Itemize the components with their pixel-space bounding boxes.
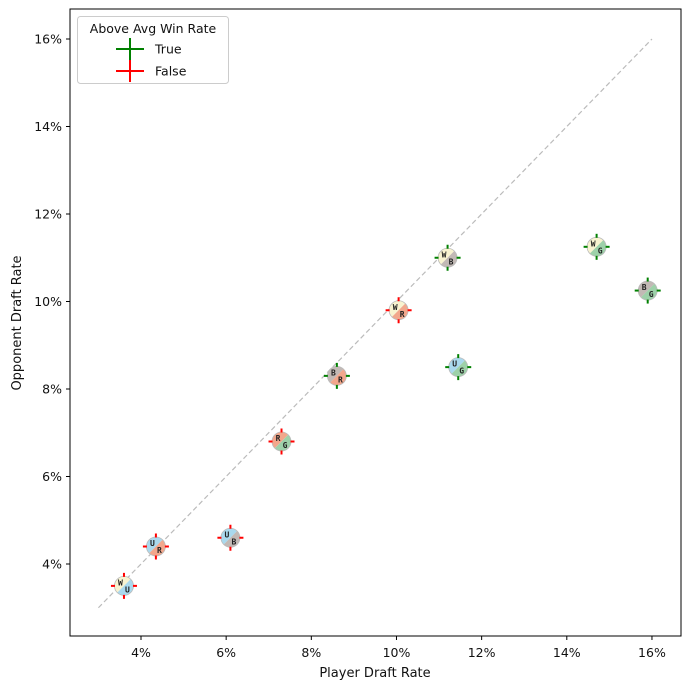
point-label-second: U xyxy=(125,585,130,594)
reference-diagonal-line xyxy=(97,38,653,609)
y-axis-ticks: 4% 6% 8% 10% 12% 14% 16% xyxy=(34,32,70,572)
x-tick-label: 12% xyxy=(468,645,496,660)
point-half-b xyxy=(440,251,458,268)
point-label-first: W xyxy=(393,303,398,312)
point-half-g xyxy=(274,434,292,451)
point-label-second: R xyxy=(338,375,343,384)
point-label-second: G xyxy=(649,290,654,299)
y-tick-label: 14% xyxy=(34,119,62,134)
y-axis-label: Opponent Draft Rate xyxy=(10,255,25,390)
y-tick-label: 16% xyxy=(34,32,62,47)
x-tick-label: 14% xyxy=(553,645,581,660)
reference-line-group xyxy=(97,38,653,609)
y-tick-label: 8% xyxy=(42,382,62,397)
data-point-bg: BG xyxy=(634,277,661,304)
point-half-r xyxy=(149,539,166,557)
point-half-u xyxy=(220,528,238,545)
x-tick-label: 4% xyxy=(131,645,151,660)
legend-frame xyxy=(77,16,229,84)
point-label-second: R xyxy=(400,310,405,319)
point-label-first: U xyxy=(452,360,457,369)
point-label-second: G xyxy=(598,246,603,255)
data-point-wb: WB xyxy=(434,244,461,271)
point-label-first: U xyxy=(150,539,155,548)
point-label-second: G xyxy=(283,441,288,450)
point-half-r xyxy=(330,369,347,386)
point-half-b xyxy=(223,531,240,548)
point-half-g xyxy=(640,283,658,301)
point-label-first: W xyxy=(442,250,447,259)
point-half-w xyxy=(587,237,604,254)
point-half-u xyxy=(448,357,465,374)
x-tick-label: 6% xyxy=(216,645,236,660)
point-half-g xyxy=(451,360,468,377)
y-tick-label: 10% xyxy=(34,294,62,309)
point-label-second: B xyxy=(449,257,454,266)
point-half-b xyxy=(638,281,655,298)
y-tick-label: 12% xyxy=(34,207,62,222)
y-tick-label: 6% xyxy=(42,469,62,484)
point-half-r xyxy=(391,303,409,320)
point-half-w xyxy=(438,248,455,265)
point-label-first: W xyxy=(118,578,123,587)
point-half-g xyxy=(589,240,607,257)
legend-title: Above Avg Win Rate xyxy=(90,21,217,36)
point-label-first: B xyxy=(642,283,647,292)
x-tick-label: 16% xyxy=(638,645,666,660)
data-point-rg: RG xyxy=(268,428,295,455)
point-label-second: B xyxy=(232,537,237,546)
plot-frame xyxy=(69,8,682,637)
point-label-second: R xyxy=(157,546,162,555)
point-half-r xyxy=(272,432,289,449)
point-label-first: B xyxy=(331,368,336,377)
legend: Above Avg Win Rate True False xyxy=(77,16,229,84)
point-label-second: G xyxy=(459,367,464,376)
data-point-ug: UG xyxy=(445,354,472,381)
data-point-br: BR xyxy=(323,362,350,389)
legend-entry-true: True xyxy=(116,38,182,60)
x-axis-label: Player Draft Rate xyxy=(319,666,430,681)
point-label-first: U xyxy=(225,530,230,539)
legend-entry-false: False xyxy=(116,60,187,82)
point-label-first: W xyxy=(591,239,596,248)
data-point-wr: WR xyxy=(385,297,412,324)
point-half-b xyxy=(327,366,344,383)
point-half-w xyxy=(389,300,406,317)
point-half-u xyxy=(117,579,134,596)
data-point-wu: WU xyxy=(110,572,137,599)
point-half-u xyxy=(146,537,163,554)
y-tick-label: 4% xyxy=(42,557,62,572)
legend-label: False xyxy=(155,64,187,79)
legend-label: True xyxy=(154,42,182,57)
data-point-ub: UB xyxy=(217,524,244,551)
data-point-ur: UR xyxy=(142,533,169,560)
x-tick-label: 8% xyxy=(301,645,321,660)
data-point-wg: WG xyxy=(583,233,610,260)
x-axis-ticks: 4% 6% 8% 10% 12% 14% 16% xyxy=(131,636,666,660)
x-tick-label: 10% xyxy=(383,645,411,660)
point-half-w xyxy=(114,576,131,593)
legend-entries: True False xyxy=(116,38,187,82)
point-label-first: R xyxy=(276,434,281,443)
